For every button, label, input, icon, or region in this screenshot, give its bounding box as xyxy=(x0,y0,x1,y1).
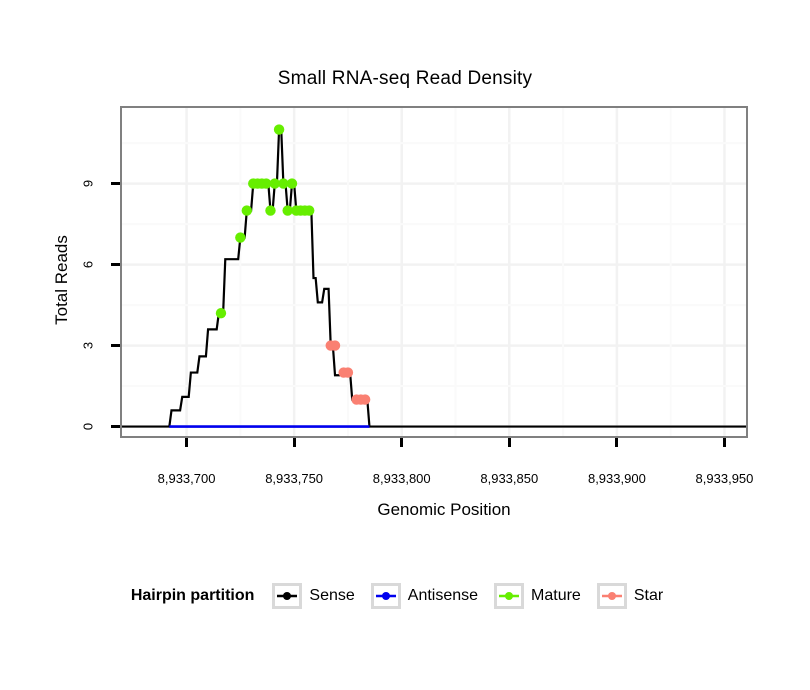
y-tick-mark xyxy=(111,344,120,348)
plot-area xyxy=(122,108,746,436)
legend-entries: Sense Antisense Mature Star xyxy=(272,583,679,609)
y-tick-mark xyxy=(111,425,120,429)
legend-key-icon xyxy=(596,583,627,609)
y-tick-label: 9 xyxy=(80,179,96,187)
legend-label: Sense xyxy=(309,587,355,604)
x-tick-label: 8,933,800 xyxy=(372,471,431,486)
x-tick-mark xyxy=(400,438,404,447)
x-tick-mark xyxy=(292,438,296,447)
x-axis-label: Genomic Position xyxy=(377,500,511,519)
y-axis-label: Total Reads xyxy=(52,235,71,325)
legend-entry-star[interactable]: Star xyxy=(596,583,673,609)
x-tick-label: 8,933,750 xyxy=(265,471,324,486)
x-tick-mark xyxy=(615,438,619,447)
legend-entry-antisense[interactable]: Antisense xyxy=(370,583,488,609)
y-tick-mark xyxy=(111,263,120,267)
x-tick-label: 8,933,900 xyxy=(587,471,646,486)
legend: Hairpin partition Sense Antisense Mature St… xyxy=(0,583,810,609)
x-tick-label: 8,933,950 xyxy=(695,471,754,486)
legend-key-icon xyxy=(494,583,525,609)
x-tick-mark xyxy=(722,438,726,447)
x-tick-label: 8,933,850 xyxy=(480,471,539,486)
legend-label: Mature xyxy=(531,587,581,604)
chart-title: Small RNA-seq Read Density xyxy=(277,68,533,89)
y-tick-label: 0 xyxy=(80,422,96,430)
legend-label: Antisense xyxy=(407,587,479,604)
x-tick-label: 8,933,700 xyxy=(157,471,216,486)
y-tick-label: 3 xyxy=(80,341,96,349)
y-tick-mark xyxy=(111,182,120,186)
legend-entry-sense[interactable]: Sense xyxy=(272,583,364,609)
x-tick-mark xyxy=(507,438,511,447)
x-tick-mark xyxy=(185,438,189,447)
legend-title: Hairpin partition xyxy=(130,587,255,604)
legend-key-icon xyxy=(370,583,401,609)
legend-entry-mature[interactable]: Mature xyxy=(494,583,591,609)
y-tick-label: 6 xyxy=(80,260,96,268)
plot-panel xyxy=(120,106,748,438)
legend-key-icon xyxy=(272,583,303,609)
legend-label: Star xyxy=(633,587,664,604)
